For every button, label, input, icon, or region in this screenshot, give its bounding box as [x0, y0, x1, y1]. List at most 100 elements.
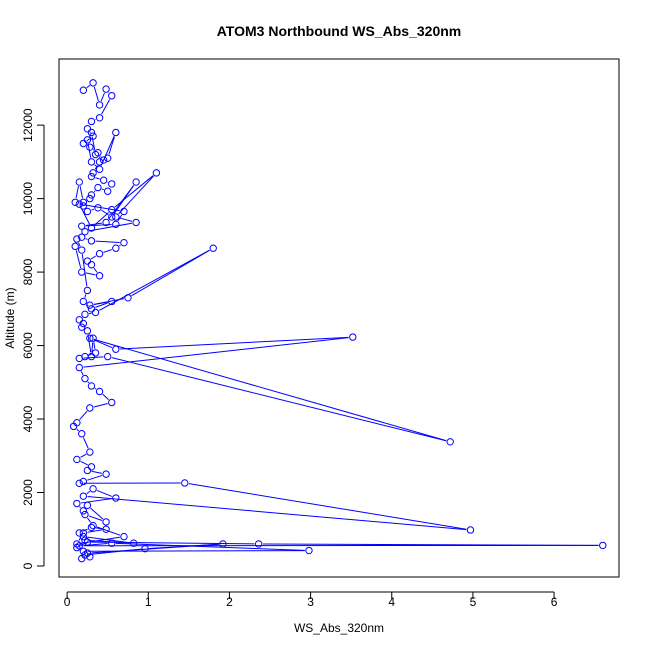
data-point: [75, 354, 83, 363]
data-point: [124, 294, 132, 302]
series-line-segment: [86, 138, 91, 142]
series-line-segment: [119, 217, 133, 222]
series-line-segment: [87, 529, 103, 533]
data-point: [78, 222, 86, 230]
data-point: [81, 310, 89, 319]
data-point: [87, 224, 96, 232]
data-point: [83, 257, 92, 265]
series-line-segment: [80, 207, 91, 225]
series-line-segment: [79, 186, 84, 199]
series-line-segment: [95, 240, 120, 243]
data-point: [79, 86, 88, 94]
series-line-segment: [93, 267, 98, 273]
series-line-segment: [91, 342, 94, 353]
data-point: [112, 244, 120, 252]
data-point: [112, 128, 120, 137]
y-tick-label: 10000: [21, 182, 35, 216]
y-tick-label: 6000: [21, 332, 35, 359]
data-point: [79, 532, 88, 541]
data-point: [152, 169, 161, 177]
data-point: [89, 485, 97, 493]
series-line-segment: [103, 249, 112, 253]
data-point: [83, 286, 92, 295]
data-point: [108, 92, 116, 100]
series-line-segment: [87, 496, 467, 531]
series-line-segment: [93, 86, 99, 102]
y-tick-label: 12000: [21, 108, 35, 142]
series-line-segment: [118, 175, 154, 215]
data-point: [83, 538, 92, 546]
series-line-segment: [85, 222, 102, 227]
x-tick-label: 1: [145, 595, 152, 609]
data-point: [87, 261, 96, 269]
series-line-segment: [115, 542, 305, 551]
data-point: [81, 227, 89, 236]
series-line-segment: [85, 224, 112, 227]
data-point: [87, 237, 96, 245]
series-line-segment: [91, 470, 103, 474]
series-line-segment: [95, 527, 102, 530]
data-point: [73, 540, 81, 548]
data-point: [79, 198, 88, 206]
data-point: [87, 463, 96, 471]
data-point: [78, 233, 86, 241]
data-point: [305, 546, 313, 555]
series-line-segment: [94, 387, 97, 390]
data-point: [95, 272, 104, 280]
y-axis-label: Altitude (m): [3, 287, 17, 348]
series-line-segment: [87, 474, 103, 481]
data-point: [78, 554, 86, 563]
data-point: [75, 200, 83, 208]
data-point: [79, 202, 88, 210]
series-line-segment: [84, 294, 87, 298]
data-point: [81, 510, 89, 519]
series-line-segment: [89, 131, 91, 134]
series-line-segment: [93, 339, 113, 349]
series-line-segment: [83, 337, 349, 368]
data-point: [75, 316, 83, 324]
data-point: [108, 539, 116, 547]
series-line-segment: [131, 249, 210, 297]
data-point: [91, 308, 100, 317]
series-line-segment: [83, 356, 104, 359]
data-point: [78, 246, 86, 254]
y-tick-label: 0: [21, 562, 35, 569]
data-point: [83, 501, 92, 510]
series-line-segment: [100, 92, 105, 102]
series-line-segment: [90, 507, 104, 520]
series-line-segment: [188, 483, 467, 530]
data-point: [87, 191, 96, 199]
data-point: [79, 547, 88, 555]
data-point: [99, 176, 108, 184]
data-point: [141, 545, 149, 553]
chart-title: ATOM3 Northbound WS_Abs_320nm: [217, 23, 462, 39]
data-point: [112, 220, 120, 229]
series-line-segment: [88, 353, 92, 356]
data-point: [89, 521, 97, 530]
data-point: [254, 540, 263, 548]
series-line-segment: [91, 541, 255, 545]
series-line-segment: [89, 222, 133, 232]
data-point: [87, 117, 96, 126]
series-line-segment: [86, 85, 91, 89]
data-point: [73, 543, 81, 552]
series-line-segment: [78, 242, 81, 247]
data-point: [75, 542, 83, 550]
data-point: [108, 180, 116, 188]
series-line-segment: [76, 428, 79, 432]
data-point: [71, 242, 79, 251]
series-line-segment: [119, 244, 121, 247]
y-tick-label: 4000: [21, 405, 35, 432]
data-point: [95, 387, 104, 396]
data-point: [108, 398, 116, 407]
data-point: [87, 382, 96, 390]
y-tick-label: 8000: [21, 258, 35, 285]
data-point: [87, 158, 96, 166]
series-line-segment: [93, 403, 108, 408]
data-point: [78, 430, 86, 438]
data-point: [75, 529, 83, 537]
data-point: [79, 139, 88, 148]
axes: 0 1 2 3 4 5 6 0 2000 4000 6000 8000 10000 12000: [21, 108, 558, 609]
series-line-segment: [75, 186, 79, 199]
